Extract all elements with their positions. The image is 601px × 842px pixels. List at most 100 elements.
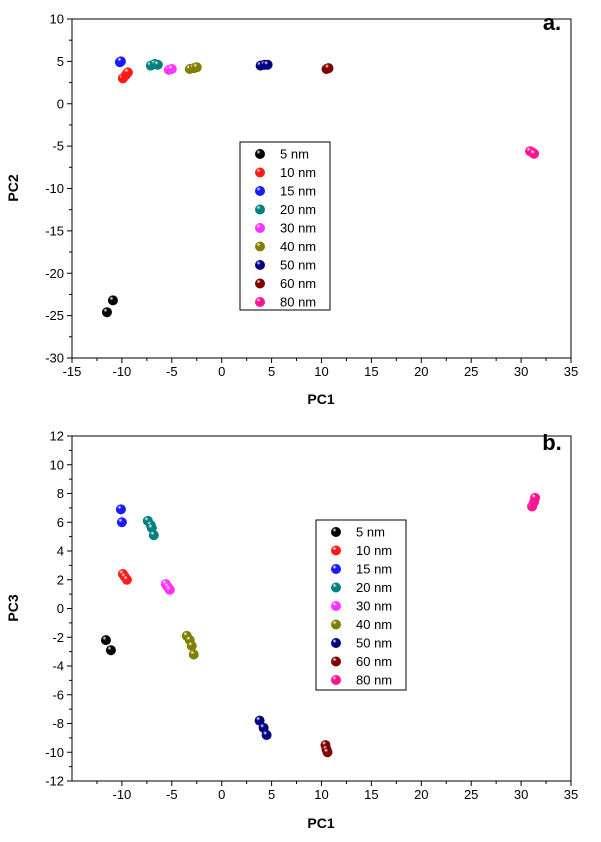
legend-entry: 80 nm (356, 673, 392, 688)
x-tick-label: 15 (364, 364, 378, 379)
data-point-20nm (148, 530, 159, 541)
legend-marker (255, 149, 265, 159)
x-tick-label: 5 (268, 787, 275, 802)
y-tick-label: 2 (57, 572, 64, 587)
legend-entry: 30 nm (356, 599, 392, 614)
legend-marker (255, 223, 265, 233)
x-tick-label: 10 (314, 364, 328, 379)
data-point-40nm (188, 649, 199, 660)
y-tick-label: 10 (50, 457, 64, 472)
x-tick-label: 35 (564, 787, 578, 802)
data-point-15nm (116, 517, 127, 528)
y-tick-label: 5 (57, 54, 64, 69)
x-axis-label: PC1 (307, 815, 334, 831)
data-point-5nm (101, 307, 112, 318)
y-tick-label: -20 (45, 266, 64, 281)
legend-marker (331, 601, 341, 611)
y-tick-label: 10 (50, 12, 64, 27)
legend-marker (331, 527, 341, 537)
legend-marker (331, 564, 341, 574)
legend-marker (255, 260, 265, 270)
x-tick-label: -5 (166, 364, 178, 379)
y-tick-label: 0 (57, 96, 64, 111)
legend-marker (331, 656, 341, 667)
data-point-40nm (191, 62, 202, 73)
y-tick-label: -10 (45, 745, 64, 760)
legend-entry: 15 nm (356, 562, 392, 577)
legend-entry: 80 nm (280, 295, 316, 310)
y-tick-label: -2 (52, 630, 64, 645)
panel-label: a. (543, 10, 561, 35)
data-point-50nm (261, 730, 272, 740)
y-tick-label: -15 (45, 223, 64, 238)
x-tick-label: -5 (166, 787, 178, 802)
legend-entry: 20 nm (280, 202, 316, 217)
y-tick-label: 6 (57, 515, 64, 530)
y-tick-label: -5 (52, 139, 64, 154)
legend-entry: 15 nm (280, 184, 316, 199)
y-tick-label: 8 (57, 486, 64, 501)
legend-entry: 50 nm (280, 258, 316, 273)
y-tick-label: -12 (45, 774, 64, 789)
data-point-50nm (262, 59, 273, 70)
legend-box (239, 141, 331, 311)
x-tick-label: 5 (268, 364, 275, 379)
y-tick-label: -30 (45, 351, 64, 366)
legend-entry: 5 nm (280, 147, 309, 162)
x-tick-label: 30 (514, 364, 528, 379)
y-tick-label: 4 (57, 544, 64, 559)
x-tick-label: 20 (414, 787, 428, 802)
data-point-5nm (107, 295, 118, 306)
panel-label: b. (542, 430, 562, 455)
y-tick-label: -8 (52, 716, 64, 731)
chart-panel-a: -15 -10 -5 0 5 10 15 20 25 30 35 10 5 0 -5 -10 -15 -20 -25… (5, 10, 578, 407)
legend: 5 nm 10 nm 15 nm 20 nm 30 nm 40 nm 50 nm 60 nm 8… (315, 519, 407, 691)
x-tick-label: -10 (113, 787, 132, 802)
x-tick-label: 20 (414, 364, 428, 379)
y-axis-label: PC3 (5, 594, 21, 621)
legend-marker (255, 241, 265, 252)
legend-entry: 10 nm (280, 165, 316, 180)
legend-marker (255, 167, 265, 178)
x-tick-label: -10 (113, 364, 132, 379)
data-point-30nm (166, 64, 177, 75)
legend-marker (331, 675, 341, 685)
data-point-20nm (152, 59, 163, 70)
legend: 5 nm 10 nm 15 nm 20 nm 30 nm 40 nm 50 nm 60 nm 8… (239, 141, 331, 311)
legend-marker (255, 278, 265, 289)
legend-marker (255, 186, 265, 196)
y-tick-label: -6 (52, 687, 64, 702)
x-tick-label: 0 (218, 364, 225, 379)
legend-marker (255, 297, 265, 307)
y-tick-label: 12 (50, 429, 64, 444)
data-point-30nm (164, 584, 175, 595)
chart-panel-b: -10 -5 0 5 10 15 20 25 30 35121086420-2-4-6-8-10-… (5, 429, 578, 832)
y-tick-label: -25 (45, 308, 64, 323)
y-tick-label: -10 (45, 181, 64, 196)
x-tick-label: 10 (314, 787, 328, 802)
data-point-60nm (322, 747, 333, 758)
x-tick-label: 30 (514, 787, 528, 802)
legend-box (315, 519, 407, 691)
legend-entry: 30 nm (280, 221, 316, 236)
legend-marker (331, 638, 341, 648)
data-point-60nm (323, 63, 334, 74)
legend-marker (331, 619, 341, 630)
legend-entry: 50 nm (356, 636, 392, 651)
legend-marker (331, 582, 341, 593)
data-point-10nm (121, 574, 132, 585)
data-point-5nm (105, 645, 116, 656)
data-point-80nm (529, 148, 540, 159)
data-point-80nm (530, 492, 541, 503)
y-tick-label: 0 (57, 601, 64, 616)
x-tick-label: 15 (364, 787, 378, 802)
legend-entry: 20 nm (356, 580, 392, 595)
legend-marker (255, 204, 265, 215)
y-tick-label: -4 (52, 659, 64, 674)
x-tick-label: 35 (564, 364, 578, 379)
y-axis-label: PC2 (5, 174, 21, 201)
x-tick-label: 25 (464, 364, 478, 379)
x-tick-label: 25 (464, 787, 478, 802)
data-point-10nm (122, 67, 133, 78)
